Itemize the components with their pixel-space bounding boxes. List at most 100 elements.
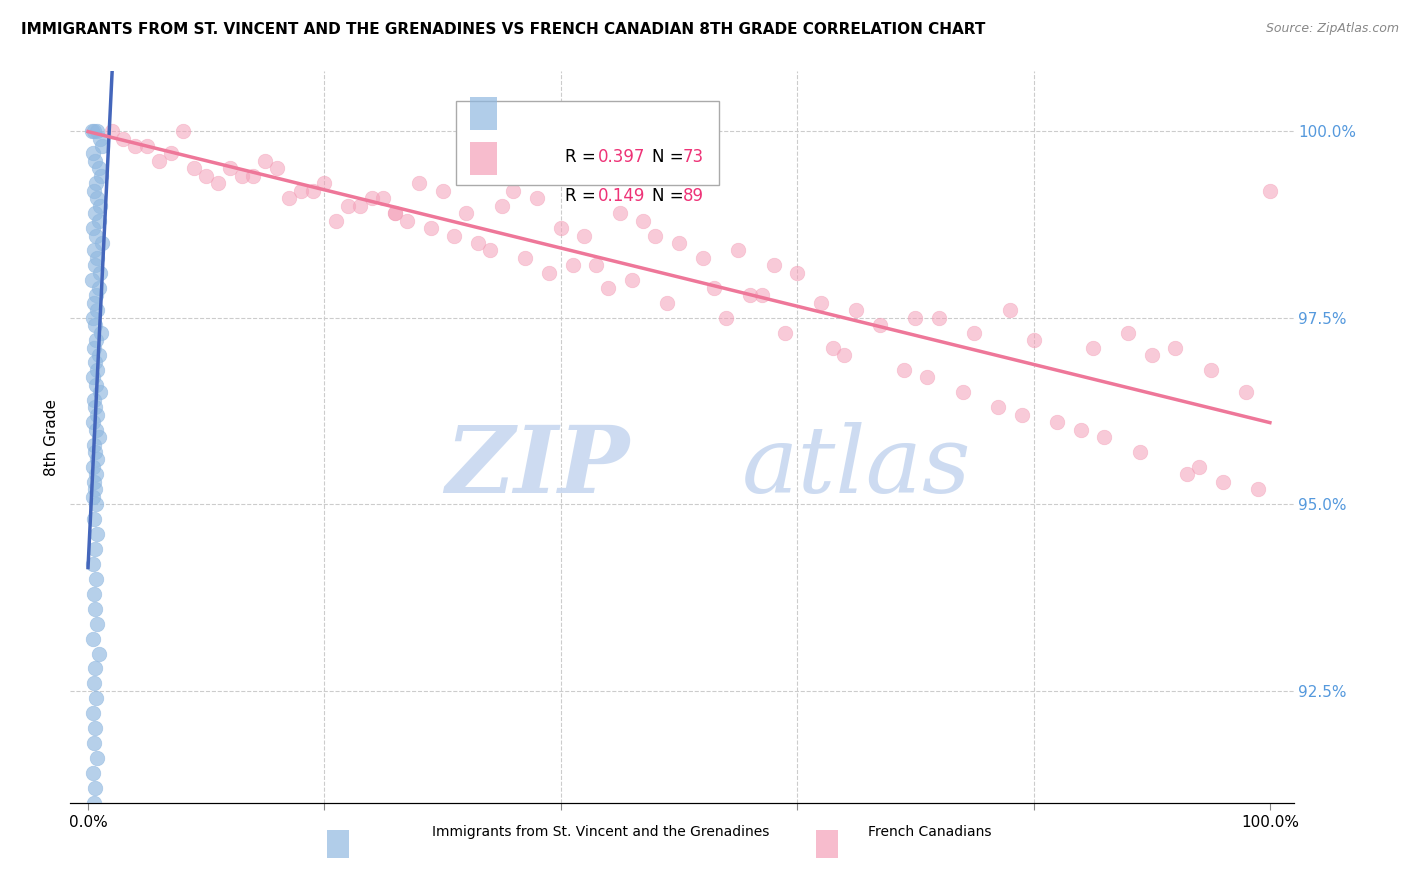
Point xyxy=(84,377,107,392)
Point xyxy=(396,213,419,227)
Point xyxy=(360,191,382,205)
Point xyxy=(84,355,107,369)
Point xyxy=(373,191,395,205)
Point xyxy=(526,191,548,205)
Point xyxy=(491,199,513,213)
Point xyxy=(207,177,229,191)
Point xyxy=(987,401,1010,415)
Point xyxy=(456,206,478,220)
Point xyxy=(91,235,114,250)
Text: 0.397: 0.397 xyxy=(598,148,645,166)
Point xyxy=(596,281,619,295)
Point xyxy=(89,385,111,400)
Point xyxy=(86,303,108,318)
Point xyxy=(82,370,104,384)
Point xyxy=(537,266,560,280)
Point xyxy=(1164,341,1187,355)
Point xyxy=(419,221,441,235)
FancyBboxPatch shape xyxy=(470,142,498,175)
Point xyxy=(84,288,107,302)
Point xyxy=(82,459,104,474)
Point xyxy=(325,213,347,227)
Point xyxy=(633,213,655,227)
Point xyxy=(87,430,110,444)
Point xyxy=(478,244,501,258)
Text: French Canadians: French Canadians xyxy=(868,825,991,839)
Point xyxy=(90,169,112,183)
Point xyxy=(1022,333,1045,347)
Point xyxy=(84,333,107,347)
Point xyxy=(90,326,112,340)
Text: ZIP: ZIP xyxy=(446,422,630,512)
Point xyxy=(515,251,537,265)
Point xyxy=(1011,408,1033,422)
Point xyxy=(84,780,107,795)
Point xyxy=(254,153,277,168)
Point xyxy=(148,153,170,168)
Point xyxy=(86,251,108,265)
Point xyxy=(443,228,465,243)
Point xyxy=(1046,415,1069,429)
Text: N =: N = xyxy=(652,148,689,166)
Point xyxy=(83,736,105,750)
Point xyxy=(112,131,135,145)
Point xyxy=(349,199,371,213)
Point xyxy=(84,467,107,482)
Point xyxy=(84,483,107,497)
Point xyxy=(83,512,105,526)
Point xyxy=(384,206,406,220)
Text: 89: 89 xyxy=(682,187,703,205)
Point xyxy=(845,303,868,318)
Point xyxy=(655,295,678,310)
Point xyxy=(834,348,856,362)
Point xyxy=(278,191,301,205)
Point xyxy=(86,408,108,422)
Point xyxy=(1116,326,1139,340)
Point xyxy=(82,557,104,571)
Point xyxy=(86,527,108,541)
Point xyxy=(89,131,111,145)
Point xyxy=(89,199,111,213)
Point xyxy=(1188,459,1211,474)
FancyBboxPatch shape xyxy=(470,97,498,130)
Text: Immigrants from St. Vincent and the Grenadines: Immigrants from St. Vincent and the Gren… xyxy=(432,825,769,839)
Point xyxy=(83,796,105,810)
Point xyxy=(83,392,105,407)
Point xyxy=(84,601,107,615)
Point xyxy=(716,310,738,325)
Point xyxy=(83,184,105,198)
Point xyxy=(86,124,108,138)
Point xyxy=(82,146,104,161)
Point xyxy=(86,751,108,765)
Point xyxy=(432,184,454,198)
Point xyxy=(84,423,107,437)
FancyBboxPatch shape xyxy=(817,830,838,858)
Point xyxy=(904,310,927,325)
Point xyxy=(644,228,666,243)
Point xyxy=(301,184,323,198)
Point xyxy=(82,706,104,721)
Point xyxy=(87,213,110,227)
Point xyxy=(82,632,104,646)
Point xyxy=(290,184,312,198)
Point xyxy=(1258,184,1281,198)
Point xyxy=(1247,483,1270,497)
Point xyxy=(136,139,159,153)
Text: 0.149: 0.149 xyxy=(598,187,645,205)
Point xyxy=(84,497,107,511)
Point xyxy=(893,363,915,377)
Point xyxy=(266,161,288,176)
Text: N =: N = xyxy=(652,187,689,205)
Point xyxy=(668,235,690,250)
Point xyxy=(84,721,107,735)
Point xyxy=(384,206,406,220)
Point xyxy=(1212,475,1234,489)
Point xyxy=(84,177,107,191)
Point xyxy=(574,228,596,243)
Point xyxy=(915,370,938,384)
Point xyxy=(502,184,524,198)
Point xyxy=(84,572,107,586)
Point xyxy=(84,445,107,459)
Point xyxy=(86,452,108,467)
Point xyxy=(751,288,773,302)
